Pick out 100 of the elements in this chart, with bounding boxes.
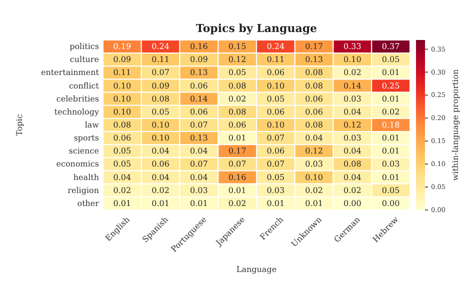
data-label: 0.08 [152,94,170,104]
data-label: 0.02 [113,186,132,195]
data-label: 0.15 [228,42,246,52]
data-label: 0.24 [152,42,170,52]
data-label: 0.00 [382,198,400,208]
data-label: 0.25 [382,81,400,90]
data-label: 0.09 [152,81,170,90]
data-label: 0.33 [344,42,362,52]
data-label: 0.07 [266,134,285,143]
data-label: 0.04 [152,172,170,182]
data-label: 0.12 [228,55,246,64]
data-label: 0.04 [190,146,208,156]
data-label: 0.04 [152,146,170,156]
data-label: 0.07 [266,160,285,169]
data-label: 0.06 [113,134,132,143]
data-label: 0.14 [344,81,362,90]
y-tick-label: other [77,198,100,208]
data-label: 0.08 [305,120,323,130]
data-label: 0.07 [190,160,208,169]
data-label: 0.09 [190,55,208,64]
data-label: 0.02 [305,186,323,195]
data-label: 0.05 [228,68,246,78]
data-label: 0.13 [190,68,208,78]
data-label: 0.02 [228,198,246,208]
data-label: 0.06 [190,81,208,90]
data-label: 0.19 [113,42,132,52]
y-tick-label: health [73,172,99,182]
data-label: 0.10 [152,120,170,130]
data-label: 0.10 [152,134,170,143]
data-label: 0.13 [190,134,208,143]
data-label: 0.01 [266,198,285,208]
data-label: 0.04 [113,172,132,182]
data-label: 0.01 [382,172,400,182]
y-tick-label: celebrities [56,94,99,104]
data-label: 0.11 [113,68,132,78]
data-label: 0.08 [305,68,323,78]
data-label: 0.04 [344,146,362,156]
data-label: 0.02 [344,68,362,78]
data-label: 0.03 [382,160,400,169]
data-label: 0.04 [344,107,362,116]
data-label: 0.16 [228,172,246,182]
y-tick-label: conflict [68,81,100,90]
data-label: 0.10 [344,55,362,64]
data-label: 0.12 [305,146,323,156]
data-label: 0.06 [190,107,208,116]
y-tick-label: politics [70,42,99,52]
data-label: 0.06 [152,160,170,169]
data-label: 0.06 [266,68,285,78]
data-label: 0.08 [305,81,323,90]
y-tick-label: technology [54,107,100,116]
data-label: 0.09 [113,55,132,64]
data-label: 0.02 [152,186,170,195]
data-label: 0.11 [152,55,170,64]
data-label: 0.04 [190,172,208,182]
color-bar-title: within-language proportion [451,69,460,181]
data-label: 0.13 [305,55,323,64]
data-label: 0.11 [266,55,285,64]
data-label: 0.01 [382,134,400,143]
data-label: 0.10 [113,107,132,116]
data-label: 0.18 [382,120,400,130]
data-label: 0.08 [344,160,362,169]
data-label: 0.02 [228,94,246,104]
data-label: 0.06 [228,120,246,130]
data-label: 0.01 [190,198,208,208]
y-tick-label: entertainment [40,68,100,78]
data-label: 0.10 [266,81,285,90]
data-label: 0.05 [113,146,132,156]
data-label: 0.08 [228,81,246,90]
data-label: 0.05 [152,107,170,116]
data-label: 0.05 [266,172,285,182]
data-label: 0.06 [305,107,323,116]
data-label: 0.02 [344,186,362,195]
data-label: 0.01 [228,134,246,143]
y-tick-label: culture [70,55,100,64]
data-label: 0.07 [190,120,208,130]
data-label: 0.03 [190,186,208,195]
data-label: 0.08 [228,107,246,116]
data-label: 0.16 [190,42,208,52]
data-label: 0.01 [113,198,132,208]
data-label: 0.01 [228,186,246,195]
data-label: 0.06 [305,94,323,104]
data-label: 0.10 [266,120,285,130]
data-label: 0.10 [113,81,132,90]
y-tick-label: economics [56,160,99,169]
data-label: 0.14 [190,94,208,104]
data-label: 0.05 [266,94,285,104]
data-label: 0.03 [305,160,323,169]
data-label: 0.04 [305,134,323,143]
data-label: 0.10 [305,172,323,182]
data-label: 0.01 [382,68,400,78]
data-label: 0.08 [113,120,132,130]
data-label: 0.10 [113,94,132,104]
data-label: 0.24 [266,42,285,52]
data-label: 0.03 [344,94,362,104]
data-label: 0.04 [344,172,362,182]
data-label: 0.37 [382,42,400,52]
data-label: 0.06 [266,146,285,156]
y-tick-label: science [68,146,100,156]
data-label: 0.06 [266,107,285,116]
data-label: 0.07 [152,68,170,78]
